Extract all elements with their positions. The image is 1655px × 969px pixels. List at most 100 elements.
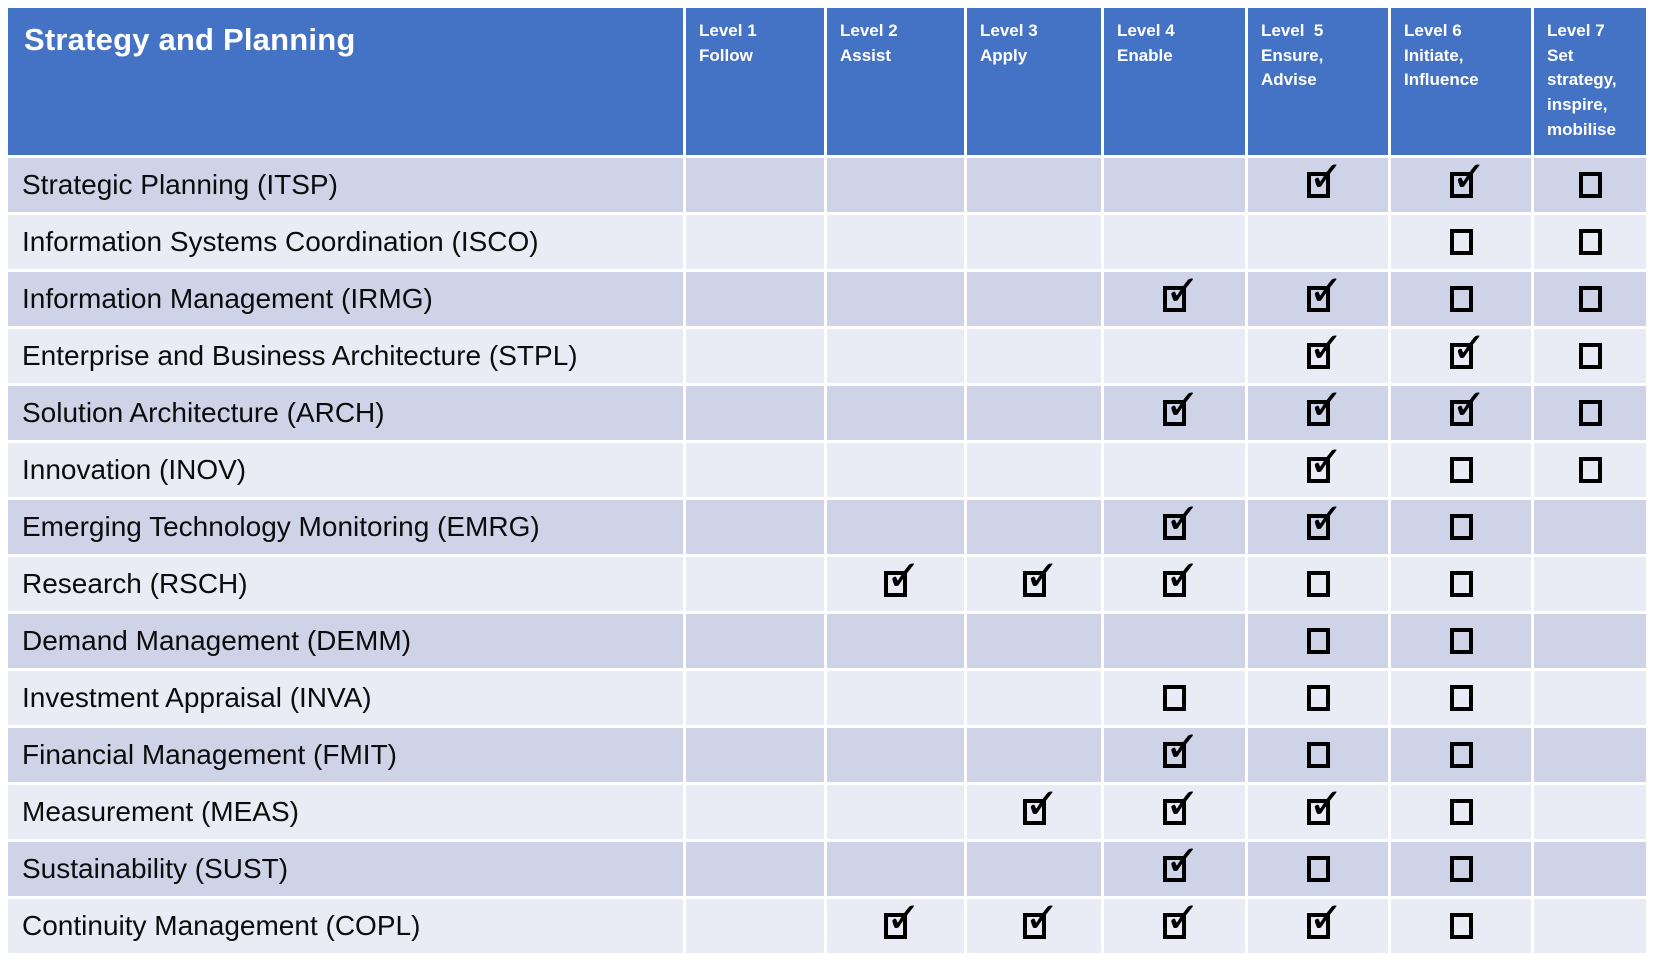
level-cell [827,215,964,269]
level-cell [1248,270,1388,326]
level-cell [1391,500,1531,554]
checked-checkbox-icon[interactable] [1163,498,1200,540]
empty-checkbox-icon[interactable] [1163,685,1186,711]
level-cell [1534,842,1646,896]
level-cell [1104,555,1245,611]
level-cell [1534,671,1646,725]
level-cell [967,215,1101,269]
checked-checkbox-icon[interactable] [884,897,921,939]
level-cell [1248,327,1388,383]
level-cell [1104,726,1245,782]
checked-checkbox-icon[interactable] [1306,441,1344,483]
level-cell [1534,785,1646,839]
checked-checkbox-icon[interactable] [1022,897,1060,939]
empty-checkbox-icon[interactable] [1449,799,1473,825]
empty-checkbox-icon[interactable] [1578,457,1602,483]
checked-checkbox-icon[interactable] [1306,384,1344,426]
level-cell [1248,897,1388,953]
empty-checkbox-icon[interactable] [1578,229,1602,255]
level-cell [1248,671,1388,725]
empty-checkbox-icon[interactable] [1306,571,1330,597]
level-cell [1248,384,1388,440]
level-cell [1104,498,1245,554]
checked-checkbox-icon[interactable] [1306,897,1344,939]
checked-checkbox-icon[interactable] [1022,555,1060,597]
empty-checkbox-icon[interactable] [1449,514,1473,540]
level-cell [1104,783,1245,839]
checked-checkbox-icon[interactable] [1163,783,1200,825]
empty-checkbox-icon[interactable] [1449,229,1473,255]
checked-checkbox-icon[interactable] [1163,270,1200,312]
skill-label: Research (RSCH) [22,568,248,599]
column-header-descriptor: Ensure, Advise [1261,45,1324,90]
level-cell [1534,728,1646,782]
column-header-level-6: Level 6 Initiate, Influence [1391,8,1531,155]
level-cell [686,671,824,725]
empty-checkbox-icon[interactable] [1306,685,1330,711]
level-cell [1391,272,1531,326]
level-cell [1391,557,1531,611]
table-row-skill-cell: Demand Management (DEMM) [8,614,683,668]
empty-checkbox-icon[interactable] [1449,913,1473,939]
level-cell [1248,441,1388,497]
level-cell [686,158,824,212]
empty-checkbox-icon[interactable] [1449,628,1473,654]
level-cell [1391,156,1531,212]
checked-checkbox-icon[interactable] [1163,897,1200,939]
level-cell [967,329,1101,383]
checked-checkbox-icon[interactable] [1449,327,1487,369]
column-header-level-label: Level 6 [1404,21,1462,40]
skills-matrix-table: Strategy and Planning Level 1 Follow Lev… [8,8,1646,953]
checked-checkbox-icon[interactable] [1163,384,1200,426]
empty-checkbox-icon[interactable] [1449,856,1473,882]
skill-label: Sustainability (SUST) [22,853,289,884]
empty-checkbox-icon[interactable] [1578,286,1602,312]
column-header-level-label: Level 7 [1547,21,1605,40]
table-row-skill-cell: Innovation (INOV) [8,443,683,497]
level-cell [1534,272,1646,326]
empty-checkbox-icon[interactable] [1578,400,1602,426]
level-cell [827,158,964,212]
column-header-level-label: Level 5 [1261,21,1324,40]
checked-checkbox-icon[interactable] [1306,327,1344,369]
checked-checkbox-icon[interactable] [1163,840,1200,882]
checked-checkbox-icon[interactable] [1306,270,1344,312]
level-cell [1248,215,1388,269]
level-cell [827,728,964,782]
empty-checkbox-icon[interactable] [1306,628,1330,654]
checked-checkbox-icon[interactable] [1306,156,1344,198]
checked-checkbox-icon[interactable] [1306,498,1344,540]
level-cell [1534,500,1646,554]
level-cell [1534,329,1646,383]
empty-checkbox-icon[interactable] [1449,685,1473,711]
checked-checkbox-icon[interactable] [1022,783,1060,825]
level-cell [1104,215,1245,269]
checked-checkbox-icon[interactable] [1163,726,1200,768]
table-row-skill-cell: Financial Management (FMIT) [8,728,683,782]
skill-label: Innovation (INOV) [22,454,247,485]
level-cell [967,158,1101,212]
level-cell [1248,783,1388,839]
checked-checkbox-icon[interactable] [1449,156,1487,198]
empty-checkbox-icon[interactable] [1578,343,1602,369]
level-cell [967,671,1101,725]
empty-checkbox-icon[interactable] [1578,172,1602,198]
empty-checkbox-icon[interactable] [1306,856,1330,882]
level-cell [1104,270,1245,326]
level-cell [686,386,824,440]
level-cell [686,215,824,269]
level-cell [1104,158,1245,212]
level-cell [686,614,824,668]
checked-checkbox-icon[interactable] [1449,384,1487,426]
table-row-skill-cell: Emerging Technology Monitoring (EMRG) [8,500,683,554]
checked-checkbox-icon[interactable] [884,555,921,597]
empty-checkbox-icon[interactable] [1306,742,1330,768]
checked-checkbox-icon[interactable] [1163,555,1200,597]
empty-checkbox-icon[interactable] [1449,742,1473,768]
empty-checkbox-icon[interactable] [1449,457,1473,483]
level-cell [1248,614,1388,668]
checked-checkbox-icon[interactable] [1306,783,1344,825]
empty-checkbox-icon[interactable] [1449,286,1473,312]
table-row-skill-cell: Enterprise and Business Architecture (ST… [8,329,683,383]
empty-checkbox-icon[interactable] [1449,571,1473,597]
